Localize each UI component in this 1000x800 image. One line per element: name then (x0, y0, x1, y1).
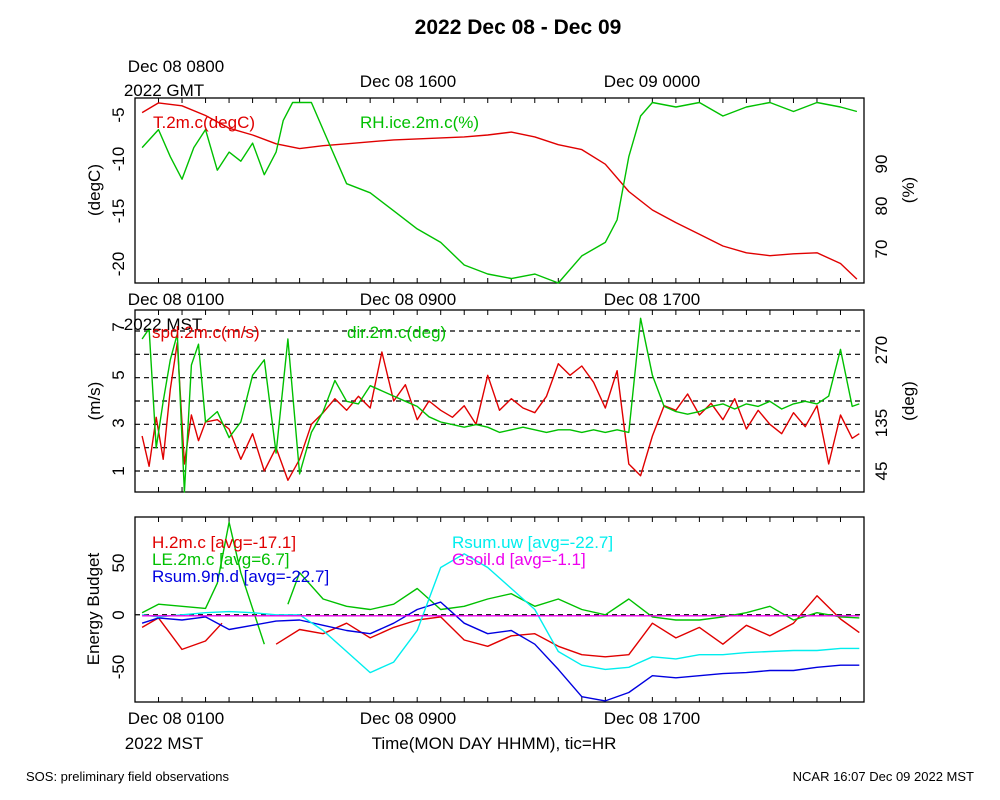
ytick-left-p2-2: 3 (109, 418, 128, 427)
x-axis-title: Time(MON DAY HHMM), tic=HR (372, 734, 617, 753)
ytick-left-p3-2: -50 (109, 655, 128, 680)
ytick-left-p1-1: -10 (109, 147, 128, 172)
bottom-axis-label-2: Dec 08 0900 (360, 709, 456, 728)
top-axis-unit: 2022 GMT (124, 81, 204, 100)
series-label-direction: dir.2m.c(deg) (347, 323, 446, 342)
ytick-right-p2-2: 45 (872, 462, 891, 481)
legend-gsoil: Gsoil.d [avg=-1.1] (452, 550, 586, 569)
legend-rsum-uw: Rsum.uw [avg=-22.7] (452, 533, 613, 552)
mid-axis-label-3: Dec 08 1700 (604, 290, 700, 309)
series-line-le-2m-c-1 (287, 572, 860, 621)
series-label-humidity: RH.ice.2m.c(%) (360, 113, 479, 132)
series-line-rsum-uw-0 (142, 553, 860, 674)
panel-2-gridlines (135, 330, 864, 472)
footer-right: NCAR 16:07 Dec 09 2022 MST (793, 769, 974, 784)
ytick-left-p1-3: -20 (109, 252, 128, 277)
bottom-axis-unit: 2022 MST (125, 734, 203, 753)
ylabel-right-p1: (%) (899, 177, 918, 203)
bottom-axis-label-1: Dec 08 0100 (128, 709, 224, 728)
top-axis-label-3: Dec 09 0000 (604, 72, 700, 91)
panel-temperature-humidity: Dec 08 0800 Dec 08 1600 Dec 09 0000 2022… (85, 57, 918, 284)
legend-le: LE.2m.c [avg=6.7] (152, 550, 290, 569)
series-line-spd-2m-c-m-s--0 (141, 342, 860, 481)
series-label-temperature: T.2m.c(degC) (153, 113, 255, 132)
series-line-h-2m-c-0 (141, 617, 223, 651)
series-line-h-2m-c-1 (275, 595, 860, 658)
footer-left: SOS: preliminary field observations (26, 769, 230, 784)
panel-2-series (141, 317, 860, 493)
top-axis-label-2: Dec 08 1600 (360, 72, 456, 91)
ytick-left-p1-2: -15 (109, 199, 128, 224)
legend-rsum-9m: Rsum.9m.d [avg=-22.7] (152, 567, 329, 586)
series-line-rh-ice-2m-c--0 (141, 101, 858, 284)
ytick-right-p1-0: 90 (872, 155, 891, 174)
ytick-right-p1-1: 80 (872, 197, 891, 216)
mid-axis-label-1: Dec 08 0100 (128, 290, 224, 309)
ytick-left-p2-1: 5 (109, 370, 128, 379)
top-axis-label-1: Dec 08 0800 (128, 57, 224, 76)
panel-3-series (141, 521, 860, 702)
bottom-axis-label-3: Dec 08 1700 (604, 709, 700, 728)
series-line-t-2m-c-degc--0 (141, 102, 858, 280)
mid-axis-unit: 2022 MST (124, 315, 202, 334)
panel-3-ticks (134, 517, 865, 702)
ylabel-left-p3: Energy Budget (84, 552, 103, 665)
ytick-left-p2-0: 7 (109, 322, 128, 331)
chart-title: 2022 Dec 08 - Dec 09 (415, 16, 622, 39)
ytick-right-p2-0: 270 (872, 336, 891, 364)
legend-h: H.2m.c [avg=-17.1] (152, 533, 296, 552)
ytick-right-p2-1: 135 (872, 409, 891, 437)
ytick-left-p3-1: 0 (109, 610, 128, 619)
panel-2-ticks (134, 310, 865, 492)
panel-wind: Dec 08 0100 Dec 08 0900 Dec 08 1700 2022… (85, 290, 918, 493)
panel-1-frame (134, 97, 865, 284)
panel-energy: 50 0 -50 Energy Budget H.2m.c [avg=-17.1… (84, 516, 865, 753)
ytick-left-p3-0: 50 (109, 554, 128, 573)
panel-1-series (141, 101, 858, 284)
series-line-rsum-9m-d-0 (141, 601, 860, 702)
ytick-right-p1-2: 70 (872, 240, 891, 259)
series-line-dir-2m-c-deg--0 (141, 317, 860, 493)
ylabel-right-p2: (deg) (899, 381, 918, 421)
ytick-left-p2-3: 1 (109, 466, 128, 475)
series-label-speed: spd.2m.c(m/s) (152, 323, 260, 342)
ylabel-left-p1: (degC) (85, 164, 104, 216)
panel-3-frame (134, 516, 865, 703)
ylabel-left-p2: (m/s) (85, 382, 104, 421)
series-line-le-2m-c-0 (141, 521, 265, 645)
ytick-left-p1-0: -5 (109, 107, 128, 122)
mid-axis-label-2: Dec 08 0900 (360, 290, 456, 309)
